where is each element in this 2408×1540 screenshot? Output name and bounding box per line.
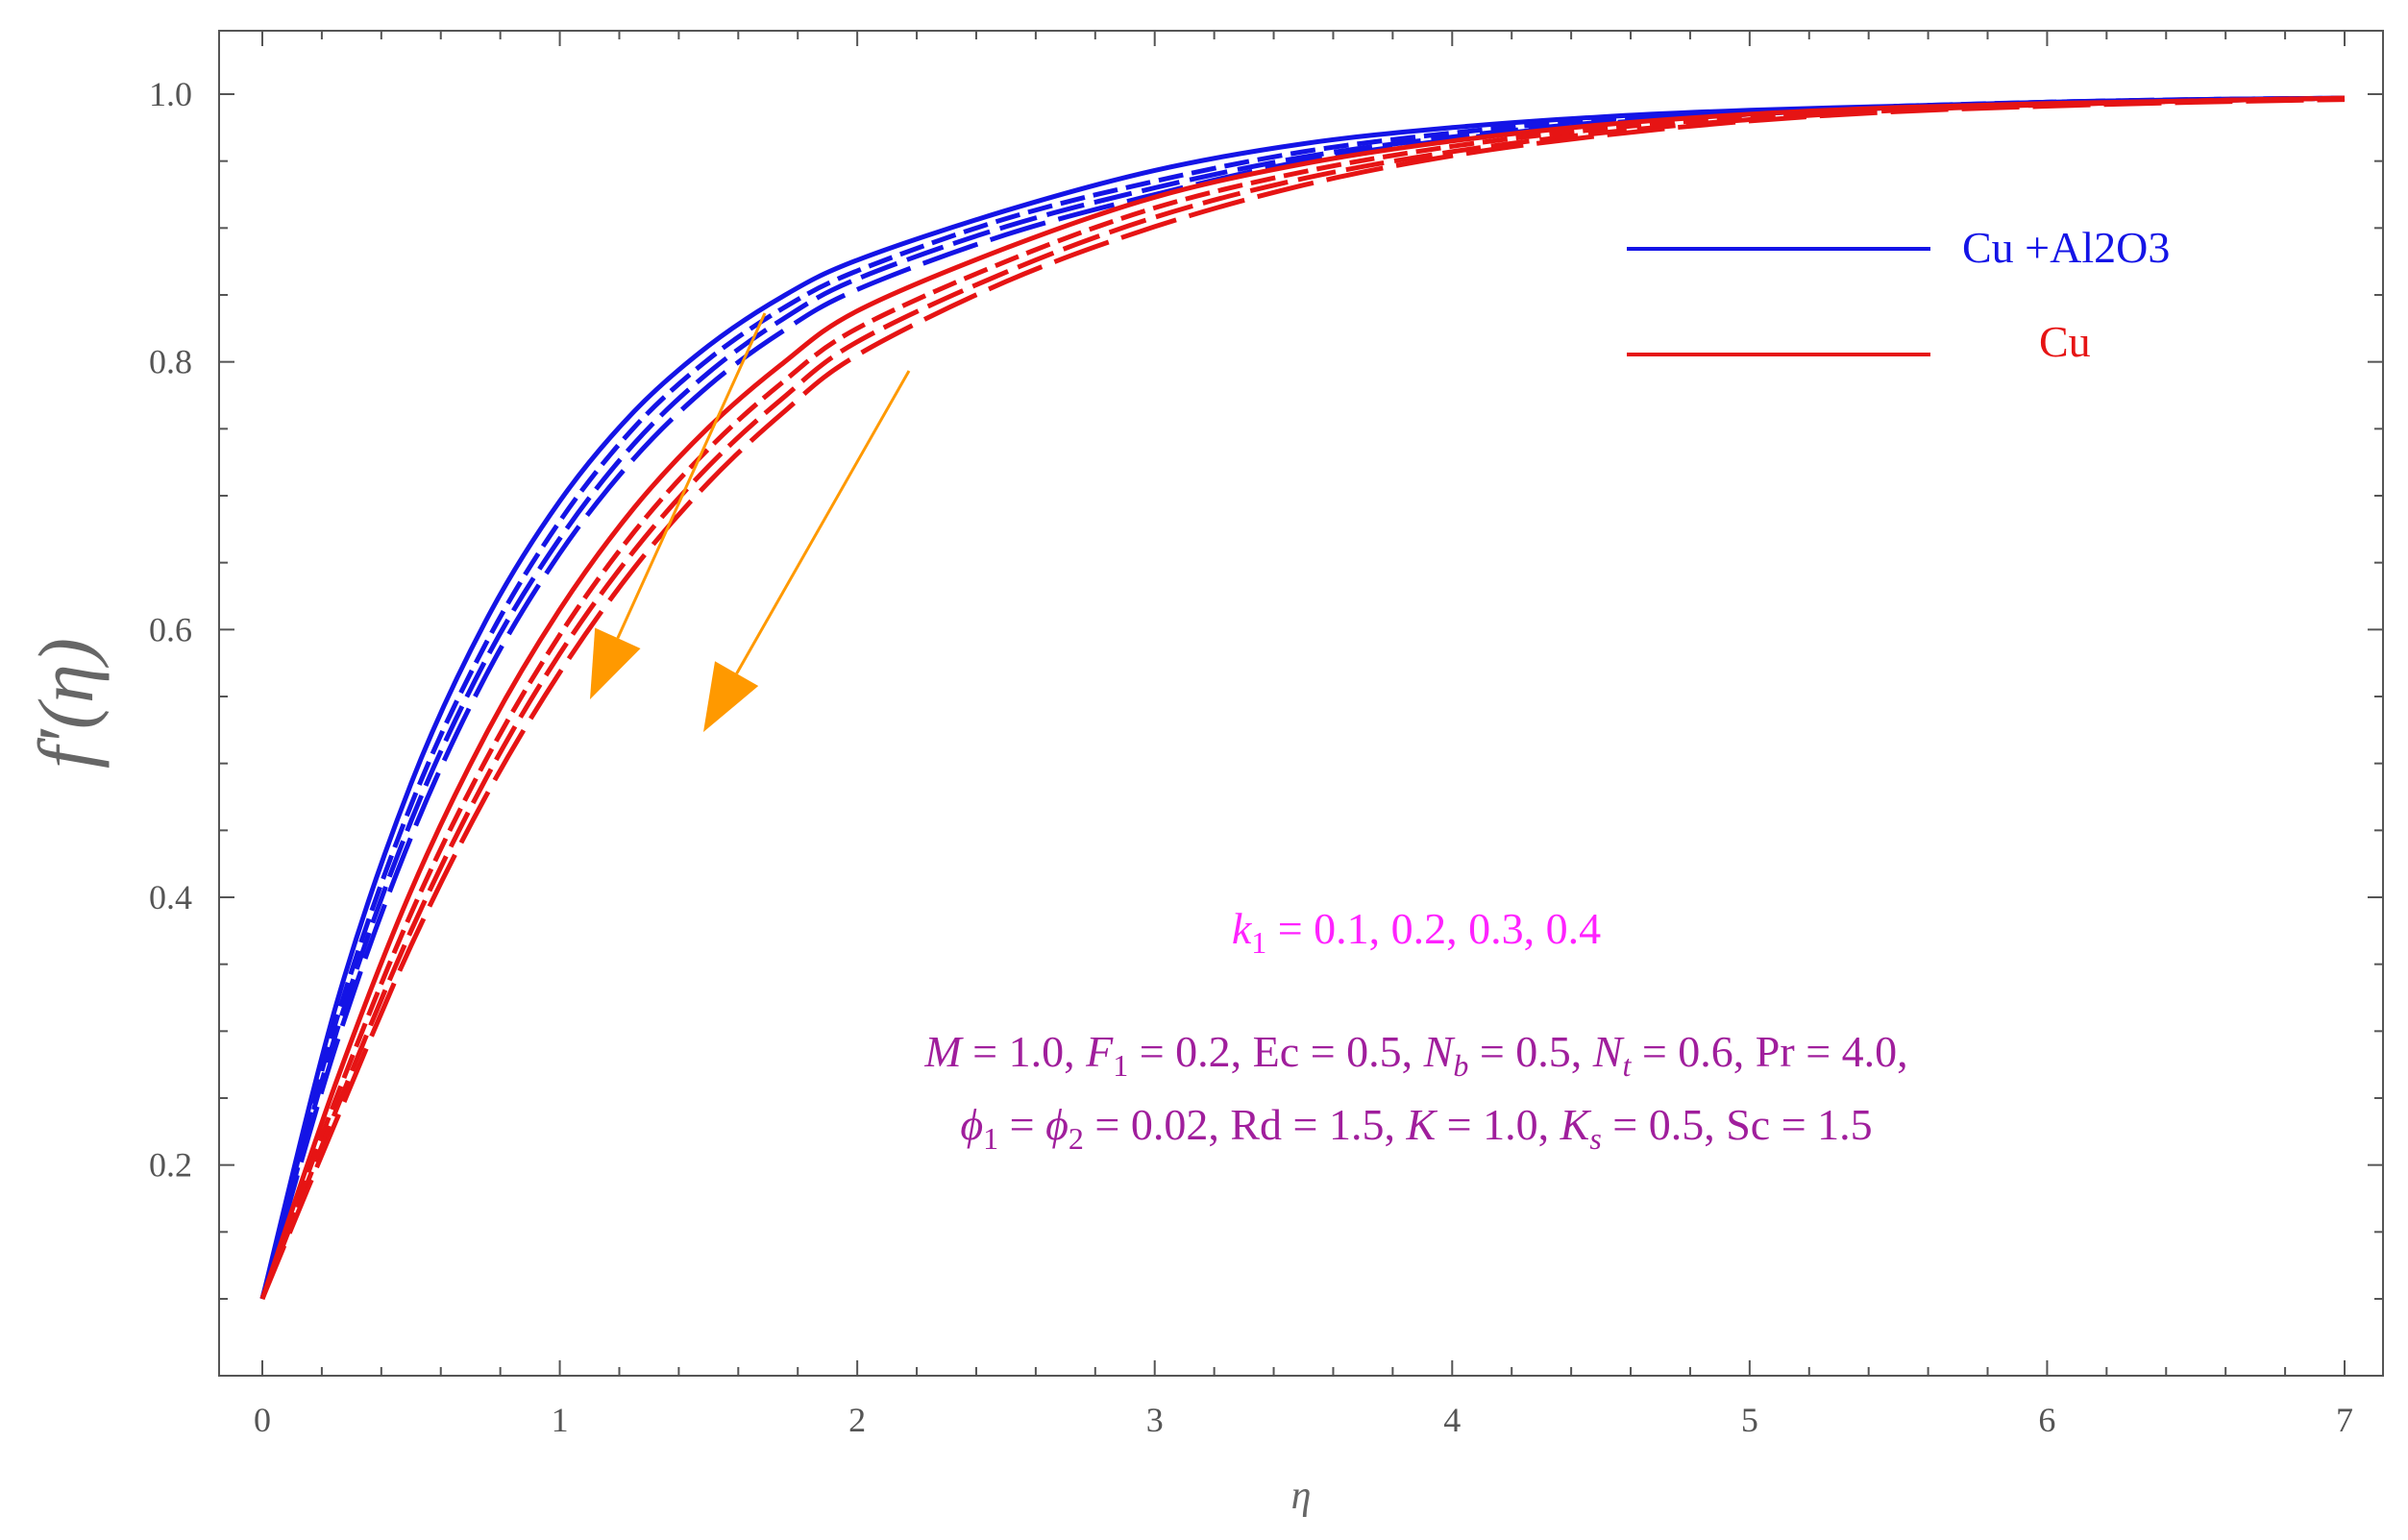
param-fragment: = 0.2, Ec = 0.5, [1128,1027,1423,1076]
x-axis-label: η [1291,1474,1312,1518]
x-tick-label: 6 [2038,1401,2055,1439]
param-fragment: F [1085,1027,1114,1076]
series-group [259,95,2346,1300]
trend-arrow-cu [703,370,911,732]
k1-subscript: 1 [1251,925,1266,960]
param-fragment: N [1423,1027,1456,1076]
x-tick-label: 5 [1741,1401,1758,1439]
param-fragment: 1 [1113,1048,1128,1083]
param-fragment: = 0.6, Pr = 4.0, [1631,1027,1907,1076]
k1-symbol: k [1232,904,1253,953]
param-fragment: = 0.02, Rd = 1.5, [1084,1100,1407,1149]
y-tick-label: 0.8 [149,343,192,381]
trend-arrow-cu-al2o3 [590,312,767,699]
param-fragment: = 1.0, [1436,1100,1560,1149]
param-fragment: K [1405,1100,1437,1149]
series-line-cu-k1-0-4 [259,97,2346,1300]
param-fragment: ϕ [960,1100,983,1149]
plot-frame [218,30,2384,1377]
legend: Cu +Al2O3 Cu [1627,223,2170,366]
param-fragment: s [1589,1121,1601,1156]
param-fragment: = [998,1100,1045,1149]
param-fragment: = 1.0, [962,1027,1086,1076]
param-fragment: 2 [1069,1121,1084,1156]
x-tick-label: 0 [254,1401,271,1439]
param-fragment: ϕ [1045,1100,1069,1149]
param-fragment: b [1453,1048,1468,1083]
x-tick-label: 7 [2336,1401,2353,1439]
param-fragment: = 0.5, Sc = 1.5 [1602,1100,1873,1149]
param-fragment: M [923,1027,964,1076]
y-tick-label: 1.0 [149,75,192,113]
param-fragment: N [1592,1027,1625,1076]
x-tick-label: 4 [1443,1401,1461,1439]
x-tick-label: 3 [1146,1401,1164,1439]
legend-label-cu-al2o3: Cu +Al2O3 [1962,223,2170,272]
k1-annotation: k1 = 0.1, 0.2, 0.3, 0.4 [1232,904,1601,960]
trend-arrows [590,312,911,732]
k1-values: = 0.1, 0.2, 0.3, 0.4 [1266,904,1601,953]
y-axis-label: f′(η) [22,638,110,769]
x-tick-label: 2 [848,1401,866,1439]
param-fragment: = 0.5, [1468,1027,1592,1076]
param-fragment: K [1560,1100,1592,1149]
param-fragment: 1 [983,1121,998,1156]
legend-label-cu: Cu [2039,317,2091,366]
tick-labels: 0 1 2 3 4 5 6 7 0.2 0.4 0.6 0.8 1.0 [149,75,2353,1439]
params-line-2: ϕ1 = ϕ2 = 0.02, Rd = 1.5, K = 1.0, Ks = … [960,1100,1872,1156]
param-fragment: t [1622,1048,1632,1083]
x-tick-label: 1 [552,1401,569,1439]
y-tick-label: 0.4 [149,878,192,917]
y-tick-label: 0.2 [149,1146,192,1185]
params-line-1: M = 1.0, F1 = 0.2, Ec = 0.5, Nb = 0.5, N… [923,1027,1907,1083]
y-tick-label: 0.6 [149,610,192,648]
axis-ticks [219,31,2383,1376]
series-line-cu-al2o3-k1-0-4 [259,95,2346,1300]
